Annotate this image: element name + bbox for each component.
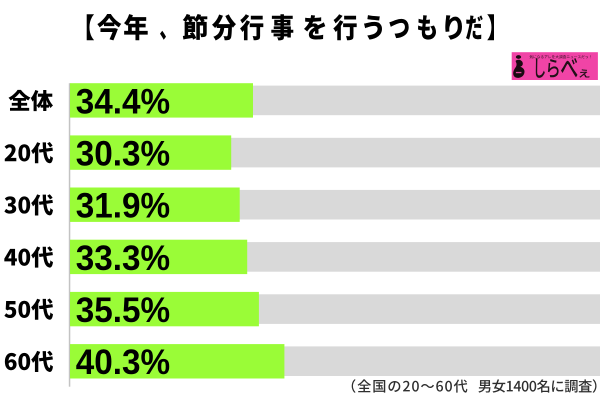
svg-text:30.3%: 30.3% bbox=[76, 135, 170, 174]
svg-text:34.4%: 34.4% bbox=[76, 82, 170, 121]
svg-text:31.9%: 31.9% bbox=[76, 187, 170, 226]
svg-text:40.3%: 40.3% bbox=[76, 343, 170, 382]
svg-text:33.3%: 33.3% bbox=[76, 239, 170, 278]
svg-text:35.5%: 35.5% bbox=[76, 291, 170, 330]
